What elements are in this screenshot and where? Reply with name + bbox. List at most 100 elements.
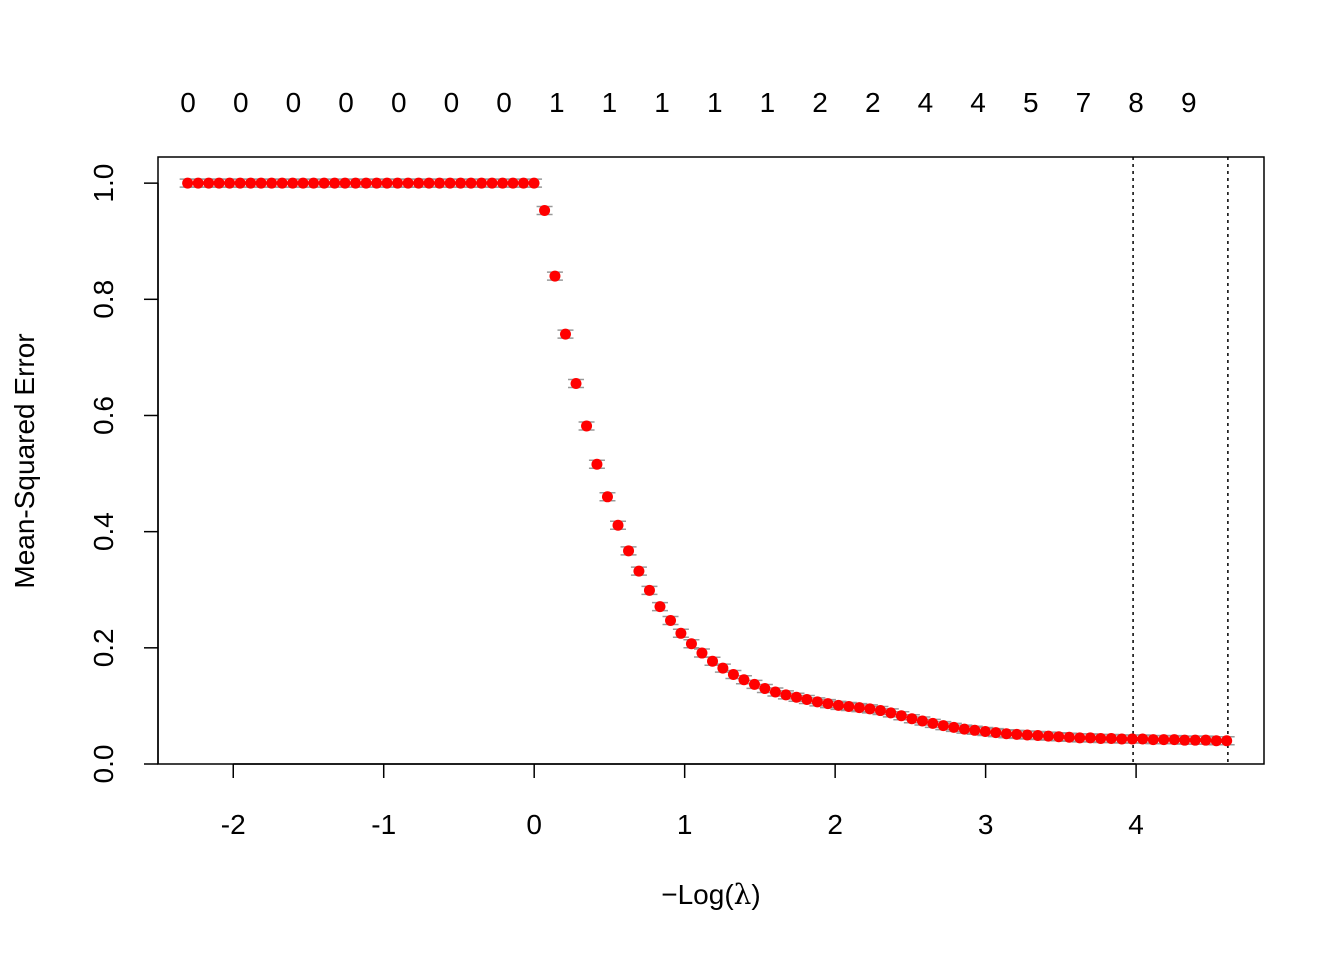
data-point (297, 177, 309, 189)
data-point (948, 721, 960, 733)
data-point (1000, 728, 1012, 740)
data-point (549, 270, 561, 282)
data-point (727, 669, 739, 681)
data-point (748, 678, 760, 690)
data-point (203, 177, 215, 189)
x-tick-label: 3 (978, 809, 994, 840)
data-point (234, 177, 246, 189)
data-point (486, 177, 498, 189)
data-point (1074, 732, 1086, 744)
data-point (266, 177, 278, 189)
data-point (654, 601, 666, 613)
data-point (581, 420, 593, 432)
data-point (853, 702, 865, 714)
data-point (979, 725, 991, 737)
data-point (1011, 728, 1023, 740)
data-point (1137, 733, 1149, 745)
data-point (1116, 733, 1128, 745)
top-axis-label: 1 (654, 87, 670, 118)
data-point (811, 696, 823, 708)
data-point (570, 378, 582, 390)
data-point (1063, 731, 1075, 743)
data-point (444, 177, 456, 189)
top-axis-label: 1 (602, 87, 618, 118)
data-point (780, 689, 792, 701)
vertical-reference-lines (1132, 157, 1229, 764)
data-point (874, 705, 886, 717)
data-point (1168, 734, 1180, 746)
data-point (465, 177, 477, 189)
data-point (1084, 732, 1096, 744)
y-tick-label: 0.6 (88, 396, 119, 435)
data-point (1105, 732, 1117, 744)
top-axis-label: 0 (180, 87, 196, 118)
data-point (518, 177, 530, 189)
data-point (665, 615, 677, 627)
data-point (1221, 735, 1233, 747)
data-point (1032, 730, 1044, 742)
data-point (339, 177, 351, 189)
data-point (885, 707, 897, 719)
data-point (224, 177, 236, 189)
data-point (497, 177, 509, 189)
data-point (707, 655, 719, 667)
x-tick-label: 4 (1128, 809, 1144, 840)
data-point (738, 674, 750, 686)
data-point (916, 715, 928, 727)
data-point (192, 177, 204, 189)
data-point (769, 686, 781, 698)
data-point (1095, 732, 1107, 744)
top-axis-labels: 0 0 0 0 0 0 0 1 1 1 1 1 2 2 4 4 5 7 8 9 (180, 87, 1196, 118)
data-point (392, 177, 404, 189)
top-axis-label: 0 (391, 87, 407, 118)
data-point (685, 638, 697, 650)
data-point (969, 724, 981, 736)
data-point (1042, 730, 1054, 742)
data-point (507, 177, 519, 189)
data-point (539, 204, 551, 216)
x-axis: -2 -1 0 1 2 3 4 (221, 763, 1144, 840)
data-point (559, 328, 571, 340)
data-point (843, 700, 855, 712)
x-tick-label: 0 (526, 809, 542, 840)
y-axis: 0.0 0.2 0.4 0.6 0.8 1.0 (88, 164, 159, 784)
data-point (696, 647, 708, 659)
data-point (864, 703, 876, 715)
data-point (643, 584, 655, 596)
data-point (1200, 734, 1212, 746)
data-point (402, 177, 414, 189)
data-point (832, 699, 844, 711)
data-point (790, 691, 802, 703)
top-axis-label: 0 (233, 87, 249, 118)
x-tick-label: -1 (371, 809, 396, 840)
data-point (717, 662, 729, 674)
top-axis-label: 0 (496, 87, 512, 118)
data-point (329, 177, 341, 189)
data-point (182, 177, 194, 189)
data-point (476, 177, 488, 189)
y-axis-title: Mean-Squared Error (9, 333, 40, 588)
y-tick-label: 0.2 (88, 628, 119, 667)
data-point (318, 177, 330, 189)
top-axis-label: 0 (286, 87, 302, 118)
data-point (1021, 729, 1033, 741)
data-point (990, 727, 1002, 739)
data-point (958, 723, 970, 735)
x-axis-title: −Log(λ) (661, 878, 760, 911)
data-point (1126, 733, 1138, 745)
data-point (455, 177, 467, 189)
data-point (895, 710, 907, 722)
data-point (601, 491, 613, 503)
top-axis-label: 2 (812, 87, 828, 118)
data-point (759, 682, 771, 694)
data-point (245, 177, 257, 189)
data-point (1189, 734, 1201, 746)
top-axis-label: 4 (970, 87, 986, 118)
data-point (623, 545, 635, 557)
data-point (213, 177, 225, 189)
y-tick-label: 0.0 (88, 745, 119, 784)
data-point (1179, 734, 1191, 746)
top-axis-label: 5 (1023, 87, 1039, 118)
data-point (371, 177, 383, 189)
